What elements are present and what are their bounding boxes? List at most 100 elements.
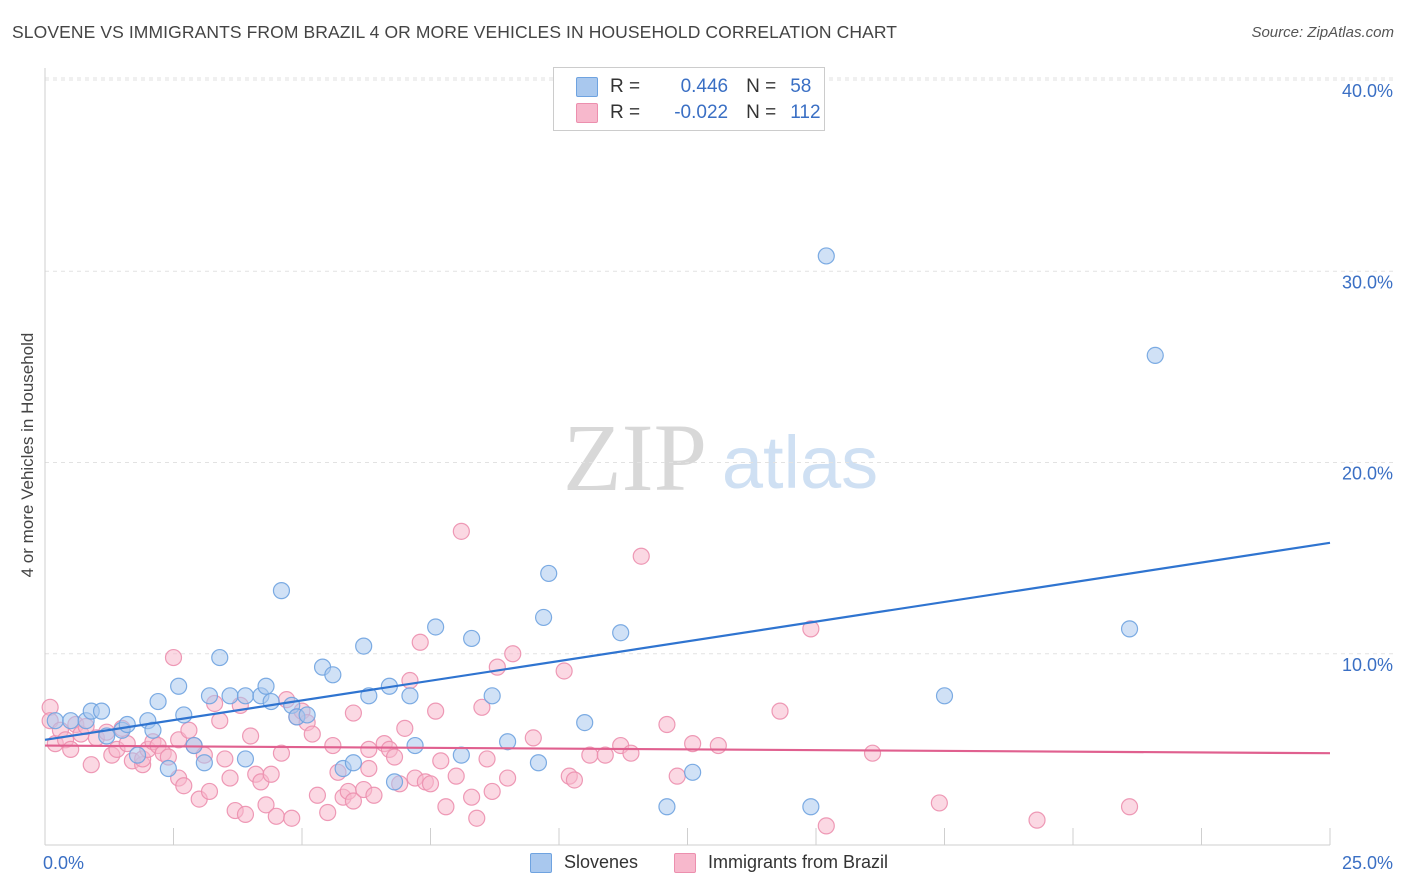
point-brazil-64 xyxy=(365,786,383,804)
trend-line-slovenes xyxy=(44,541,1331,741)
point-brazil-40 xyxy=(242,727,260,745)
point-slovenes-40 xyxy=(452,746,470,764)
point-brazil-82 xyxy=(473,698,491,716)
legend-r-value: 0.446 xyxy=(680,76,729,97)
point-brazil-93 xyxy=(596,746,614,764)
point-brazil-55 xyxy=(324,736,342,755)
point-brazil-88 xyxy=(524,729,542,747)
point-brazil-5 xyxy=(62,740,80,758)
point-slovenes-20 xyxy=(236,687,255,705)
point-brazil-54 xyxy=(319,803,337,822)
point-brazil-72 xyxy=(411,633,429,651)
point-slovenes-21 xyxy=(236,750,255,768)
point-brazil-97 xyxy=(658,715,676,734)
legend-n-value: 58 xyxy=(790,76,812,97)
point-slovenes-51 xyxy=(802,798,820,816)
point-slovenes-33 xyxy=(355,637,373,655)
point-brazil-79 xyxy=(452,522,470,540)
point-slovenes-49 xyxy=(658,798,676,816)
point-brazil-48 xyxy=(283,809,301,827)
gridlines xyxy=(45,77,1395,655)
point-slovenes-52 xyxy=(817,247,835,265)
point-slovenes-30 xyxy=(324,666,342,684)
x-tick-label-1: 25.0% xyxy=(1342,853,1393,873)
point-brazil-103 xyxy=(817,817,835,835)
point-brazil-69 xyxy=(396,719,414,737)
point-brazil-99 xyxy=(684,735,702,753)
point-slovenes-44 xyxy=(529,754,548,772)
point-slovenes-14 xyxy=(175,706,193,724)
point-slovenes-39 xyxy=(427,618,445,636)
legend-row-slovenes: R = 0.446 N = 58 xyxy=(576,74,811,100)
point-slovenes-41 xyxy=(463,629,481,648)
data-points xyxy=(41,247,1164,835)
trend-line-brazil xyxy=(44,744,1331,755)
point-brazil-91 xyxy=(565,771,584,789)
point-brazil-44 xyxy=(262,765,280,783)
point-brazil-98 xyxy=(668,767,686,785)
point-slovenes-46 xyxy=(540,564,558,583)
point-brazil-60 xyxy=(344,792,362,810)
watermark-zip: ZIP xyxy=(563,404,707,511)
point-slovenes-37 xyxy=(401,687,419,705)
point-slovenes-17 xyxy=(200,687,219,705)
point-slovenes-55 xyxy=(1146,346,1164,364)
point-brazil-76 xyxy=(432,752,450,770)
point-brazil-63 xyxy=(360,759,378,778)
point-slovenes-23 xyxy=(257,677,275,695)
chart-title: SLOVENE VS IMMIGRANTS FROM BRAZIL 4 OR M… xyxy=(12,22,898,42)
point-brazil-45 xyxy=(267,807,285,825)
point-brazil-78 xyxy=(447,767,465,785)
y-tick-label-3: 40.0% xyxy=(1342,81,1393,101)
y-tick-label-2: 30.0% xyxy=(1342,272,1393,292)
point-slovenes-13 xyxy=(170,677,188,695)
y-tick-label-0: 10.0% xyxy=(1342,655,1393,675)
point-slovenes-28 xyxy=(298,706,316,724)
x-tick-label-0: 0.0% xyxy=(43,853,84,873)
point-slovenes-53 xyxy=(935,687,954,705)
watermark: ZIP atlas xyxy=(563,404,878,511)
legend-swatch-brazil xyxy=(576,103,598,123)
point-brazil-84 xyxy=(483,782,501,801)
series-label-brazil: Immigrants from Brazil xyxy=(708,852,889,872)
stats-legend: R = 0.446 N = 58 R = -0.022 N = 112 xyxy=(553,67,825,131)
point-slovenes-25 xyxy=(272,582,291,600)
point-brazil-100 xyxy=(709,736,727,755)
series-label-slovenes: Slovenes xyxy=(564,852,639,872)
y-tick-label-1: 20.0% xyxy=(1342,464,1393,484)
legend-r-label: R = xyxy=(610,102,641,123)
point-brazil-36 xyxy=(221,769,239,787)
series-legend-slovenes: Slovenes xyxy=(530,852,638,873)
point-brazil-102 xyxy=(802,620,820,638)
point-brazil-9 xyxy=(82,756,100,774)
point-brazil-62 xyxy=(360,740,378,758)
point-slovenes-54 xyxy=(1120,620,1139,638)
point-brazil-34 xyxy=(211,712,229,730)
source-label: Source: ZipAtlas.com xyxy=(1251,24,1394,41)
point-brazil-87 xyxy=(504,645,522,663)
y-axis-label: 4 or more Vehicles in Household xyxy=(18,332,37,578)
point-brazil-28 xyxy=(180,721,198,739)
legend-r-label: R = xyxy=(610,76,641,97)
point-brazil-27 xyxy=(175,777,193,795)
point-brazil-59 xyxy=(344,704,362,722)
series-legend: Slovenes Immigrants from Brazil xyxy=(0,852,1406,878)
legend-row-brazil: R = -0.022 N = 112 xyxy=(576,100,821,126)
point-slovenes-38 xyxy=(406,736,424,755)
point-brazil-39 xyxy=(236,805,255,824)
point-brazil-32 xyxy=(200,782,219,801)
point-slovenes-1 xyxy=(62,712,80,730)
point-slovenes-36 xyxy=(385,773,404,791)
point-brazil-46 xyxy=(272,744,291,762)
point-slovenes-8 xyxy=(128,746,147,764)
point-brazil-80 xyxy=(463,788,481,806)
point-brazil-83 xyxy=(478,750,496,768)
point-brazil-96 xyxy=(632,547,650,565)
point-brazil-53 xyxy=(308,786,327,804)
point-brazil-43 xyxy=(257,796,275,814)
point-brazil-105 xyxy=(930,794,948,812)
point-slovenes-18 xyxy=(211,648,229,667)
point-slovenes-0 xyxy=(46,712,64,730)
series-swatch-slovenes xyxy=(530,852,552,873)
